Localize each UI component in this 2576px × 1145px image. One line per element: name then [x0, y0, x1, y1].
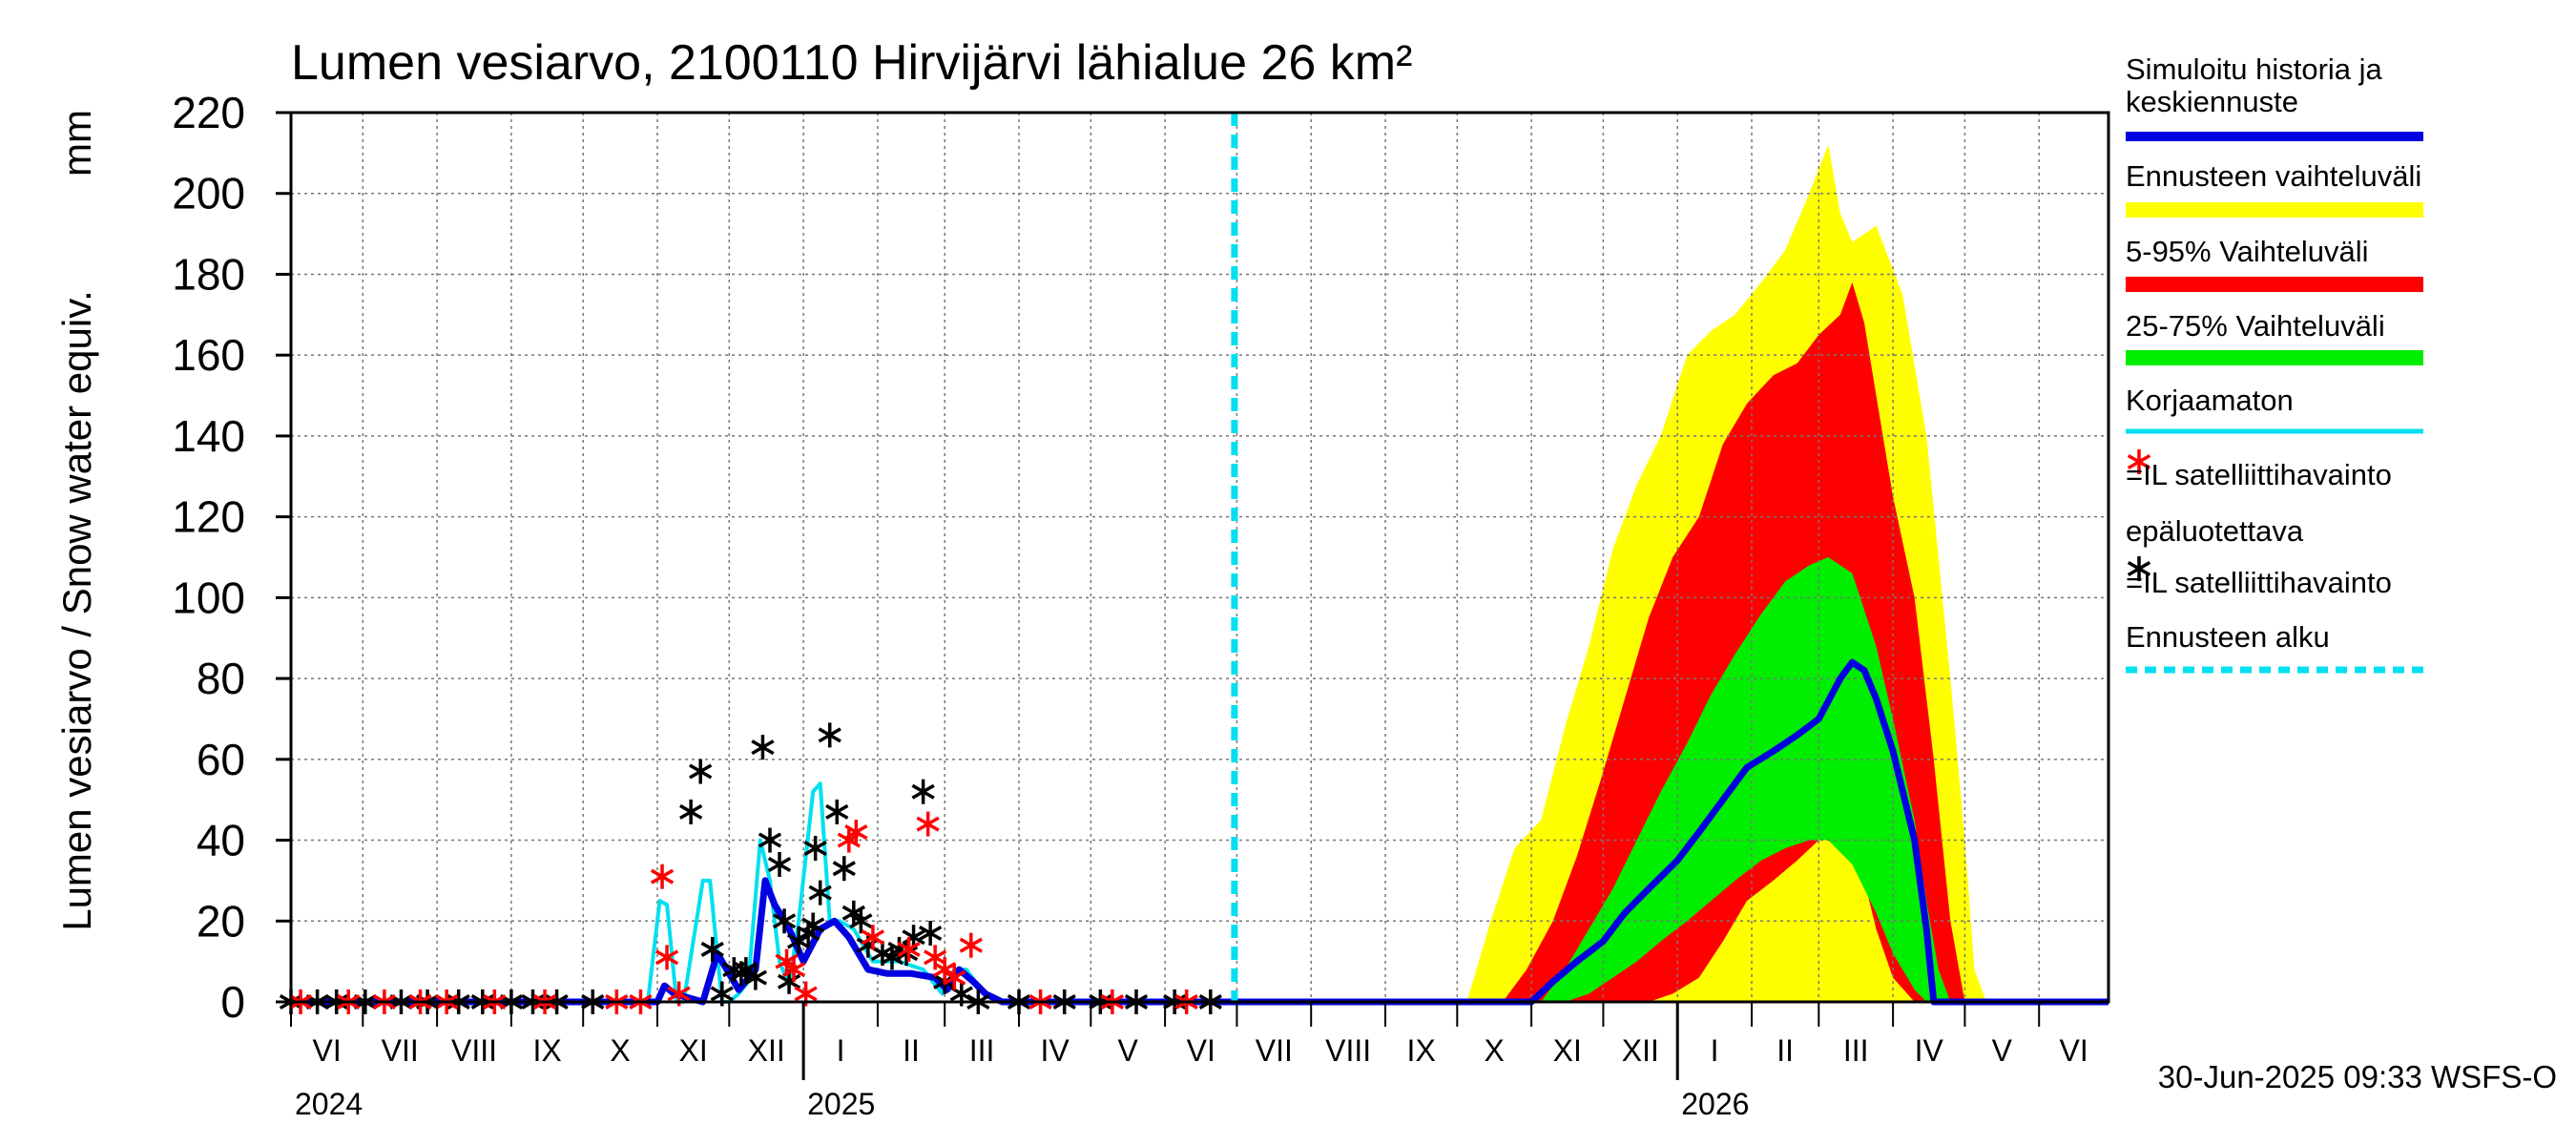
footer-timestamp: 30-Jun-2025 09:33 WSFS-O — [2158, 1059, 2557, 1094]
legend-text-3-0: 25-75% Vaihteluväli — [2126, 309, 2385, 343]
x-month-label-9: III — [969, 1033, 995, 1068]
plot-frame — [289, 111, 2110, 1004]
star-reliable-23 — [772, 908, 797, 934]
legend-text-1-0: Ennusteen vaihteluväli — [2126, 159, 2421, 193]
star-reliable-32 — [832, 856, 856, 882]
y-axis-label: Lumen vesiarvo / Snow water equiv. — [54, 290, 99, 931]
star-reliable-19 — [743, 965, 768, 990]
star-reliable-41 — [911, 779, 935, 804]
star-reliable-12 — [679, 799, 703, 824]
star-unreliable-19 — [916, 811, 940, 837]
x-month-label-5: XI — [679, 1033, 708, 1068]
y-axis-ticks: 0 20 40 60 80 100 120 140 160 180 200 220 — [172, 88, 291, 1027]
star-unreliable-10 — [654, 945, 679, 970]
y-tick-label-4: 80 — [197, 654, 245, 703]
x-month-label-16: X — [1485, 1033, 1505, 1068]
star-reliable-27 — [801, 912, 825, 938]
star-reliable-25 — [786, 928, 811, 954]
star-reliable-28 — [803, 836, 827, 862]
star-unreliable-21 — [933, 957, 957, 983]
y-tick-label-6: 120 — [172, 492, 245, 542]
y-axis-unit: mm — [54, 110, 99, 177]
legend-text-5-0: =IL satelliittihavainto — [2126, 458, 2392, 491]
y-tick-label-8: 160 — [172, 330, 245, 380]
x-year-label-0: 2024 — [295, 1087, 363, 1121]
x-month-label-23: V — [1992, 1033, 2013, 1068]
y-tick-label-9: 180 — [172, 249, 245, 299]
star-unreliable-9 — [650, 864, 675, 889]
star-reliable-29 — [808, 880, 832, 906]
x-month-label-8: II — [903, 1033, 920, 1068]
x-month-label-13: VII — [1256, 1033, 1293, 1068]
x-month-label-6: XII — [748, 1033, 785, 1068]
legend-text-7-0: Ennusteen alku — [2126, 620, 2330, 654]
legend-text-0-1: keskiennuste — [2126, 85, 2298, 118]
x-month-label-7: I — [837, 1033, 845, 1068]
x-month-label-21: III — [1843, 1033, 1869, 1068]
y-tick-label-1: 20 — [197, 896, 245, 946]
star-reliable-26 — [797, 920, 821, 946]
star-reliable-31 — [825, 799, 849, 824]
star-unreliable-17 — [861, 925, 885, 950]
legend-text-4-0: Korjaamaton — [2126, 384, 2294, 417]
y-tick-label-3: 60 — [197, 735, 245, 784]
x-year-label-2: 2026 — [1681, 1087, 1749, 1121]
star-unreliable-23 — [959, 932, 983, 958]
x-month-label-1: VII — [382, 1033, 419, 1068]
star-unreliable-16 — [844, 820, 868, 845]
x-axis: VI VII VIII IX X XI XII I II III IV V VI VII VIII IX X XI… — [290, 1002, 2088, 1121]
y-tick-label-10: 200 — [172, 169, 245, 219]
x-month-label-22: IV — [1915, 1033, 1944, 1068]
x-month-label-2: VIII — [451, 1033, 497, 1068]
star-reliable-20 — [751, 735, 775, 760]
x-month-label-19: I — [1711, 1033, 1719, 1068]
legend-text-5-1: epäluotettava — [2126, 514, 2304, 548]
grid-lines — [291, 113, 2109, 1002]
x-month-label-0: VI — [313, 1033, 342, 1068]
x-month-label-10: IV — [1041, 1033, 1070, 1068]
legend-swatch-6 — [2127, 556, 2151, 581]
star-unreliable-18 — [897, 936, 921, 962]
star-reliable-13 — [689, 759, 713, 784]
y-tick-label-11: 220 — [172, 88, 245, 137]
y-tick-label-7: 140 — [172, 411, 245, 461]
star-reliable-21 — [758, 827, 782, 853]
y-tick-label-2: 40 — [197, 816, 245, 865]
star-unreliable-13 — [781, 957, 806, 983]
star-reliable-30 — [818, 722, 841, 748]
x-month-label-24: VI — [2059, 1033, 2088, 1068]
x-month-label-17: XI — [1553, 1033, 1582, 1068]
legend-text-2-0: 5-95% Vaihteluväli — [2126, 235, 2368, 268]
x-month-label-12: VI — [1187, 1033, 1215, 1068]
star-reliable-22 — [767, 851, 792, 877]
chart-title: Lumen vesiarvo, 2100110 Hirvijärvi lähia… — [291, 35, 1412, 91]
legend-text-6-0: =IL satelliittihavainto — [2126, 566, 2392, 599]
x-month-label-4: X — [610, 1033, 630, 1068]
x-year-label-1: 2025 — [807, 1087, 875, 1121]
x-month-label-15: IX — [1407, 1033, 1436, 1068]
legend-text-0-0: Simuloitu historia ja — [2126, 52, 2383, 86]
x-month-label-20: II — [1776, 1033, 1794, 1068]
y-tick-label-0: 0 — [220, 977, 245, 1027]
x-month-label-3: IX — [532, 1033, 561, 1068]
y-tick-label-5: 100 — [172, 572, 245, 622]
x-month-label-18: XII — [1622, 1033, 1659, 1068]
star-reliable-42 — [919, 920, 943, 946]
x-month-label-14: VIII — [1325, 1033, 1371, 1068]
star-reliable-18 — [734, 957, 758, 983]
star-reliable-14 — [700, 936, 724, 962]
star-reliable-34 — [849, 908, 873, 934]
legend-swatch-5 — [2127, 449, 2151, 474]
star-unreliable-22 — [943, 965, 966, 990]
x-month-label-11: V — [1118, 1033, 1139, 1068]
